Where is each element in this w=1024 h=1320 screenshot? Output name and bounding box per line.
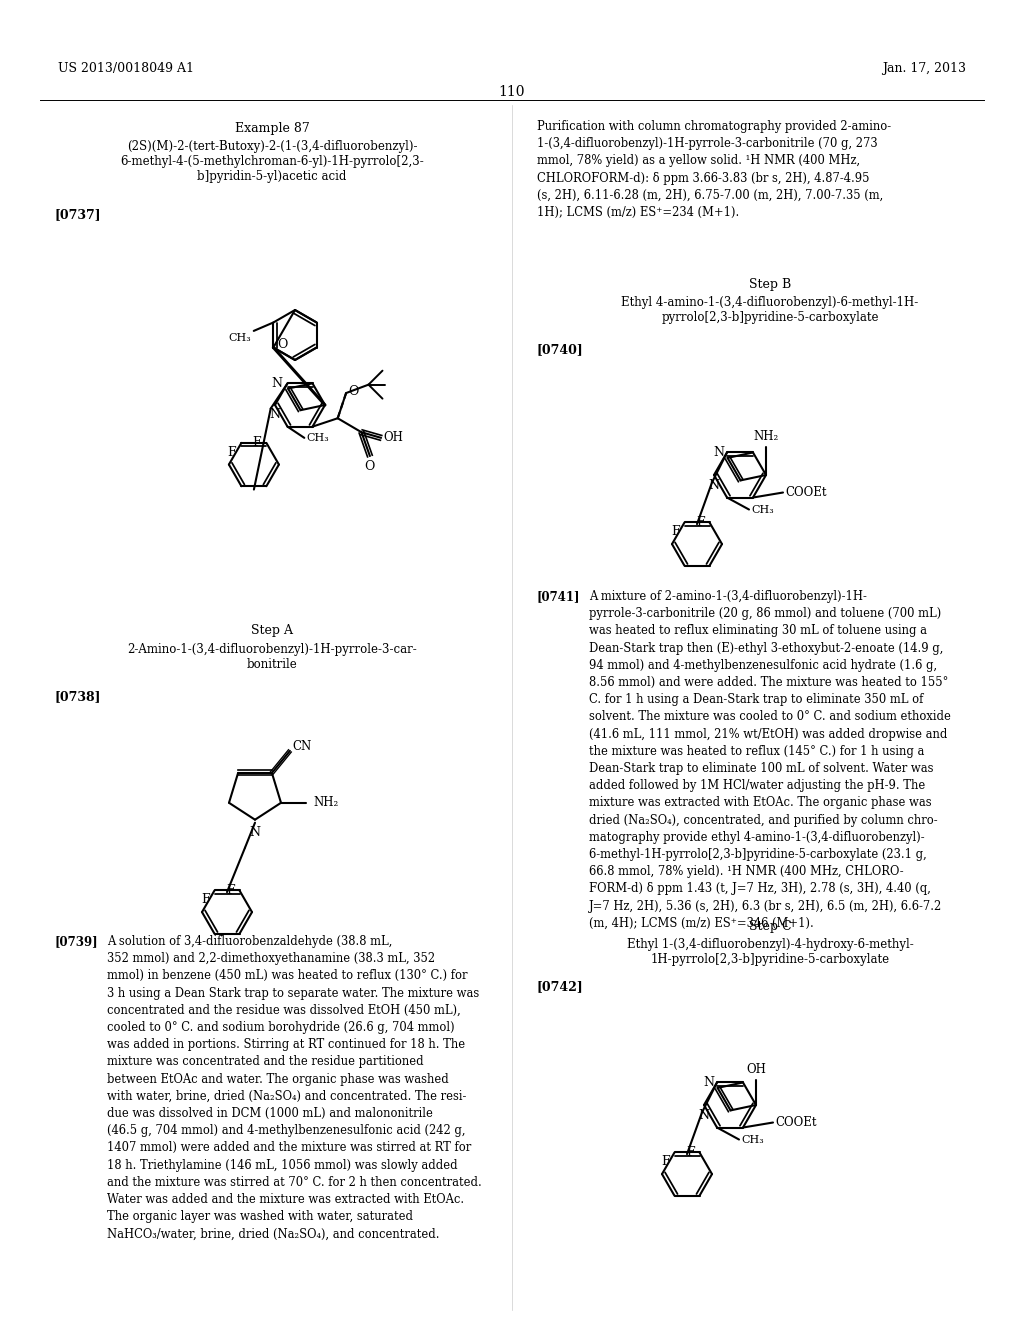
Text: 110: 110 (499, 84, 525, 99)
Text: F: F (226, 884, 234, 898)
Text: N: N (703, 1076, 714, 1089)
Text: [0742]: [0742] (537, 979, 584, 993)
Text: F: F (671, 525, 680, 539)
Text: A solution of 3,4-difluorobenzaldehyde (38.8 mL,
352 mmol) and 2,2-dimethoxyetha: A solution of 3,4-difluorobenzaldehyde (… (106, 935, 481, 1241)
Text: F: F (696, 516, 705, 529)
Text: O: O (348, 384, 358, 397)
Text: F: F (227, 446, 237, 459)
Text: N: N (269, 408, 281, 421)
Text: N: N (271, 376, 283, 389)
Text: CH₃: CH₃ (228, 333, 251, 343)
Text: COOEt: COOEt (775, 1115, 816, 1129)
Text: N: N (709, 479, 720, 492)
Text: COOEt: COOEt (785, 486, 826, 499)
Text: N: N (250, 826, 260, 838)
Text: Ethyl 1-(3,4-difluorobenzyl)-4-hydroxy-6-methyl-
1H-pyrrolo[2,3-b]pyridine-5-car: Ethyl 1-(3,4-difluorobenzyl)-4-hydroxy-6… (627, 939, 913, 966)
Text: [0740]: [0740] (537, 343, 584, 356)
Text: (2S)(M)-2-(tert-Butoxy)-2-(1-(3,4-difluorobenzyl)-
6-methyl-4-(5-methylchroman-6: (2S)(M)-2-(tert-Butoxy)-2-(1-(3,4-difluo… (120, 140, 424, 183)
Text: CH₃: CH₃ (751, 504, 774, 515)
Text: O: O (365, 461, 375, 473)
Text: F: F (686, 1146, 694, 1159)
Text: Step C: Step C (749, 920, 792, 933)
Text: A mixture of 2-amino-1-(3,4-difluorobenzyl)-1H-
pyrrole-3-carbonitrile (20 g, 86: A mixture of 2-amino-1-(3,4-difluorobenz… (589, 590, 951, 929)
Text: Example 87: Example 87 (234, 121, 309, 135)
Text: [0741]: [0741] (537, 590, 581, 603)
Text: Purification with column chromatography provided 2-amino-
1-(3,4-difluorobenzyl): Purification with column chromatography … (537, 120, 891, 219)
Text: Step A: Step A (251, 624, 293, 638)
Text: CH₃: CH₃ (741, 1134, 764, 1144)
Text: OH: OH (383, 432, 403, 445)
Text: F: F (201, 894, 210, 907)
Text: NH₂: NH₂ (754, 430, 778, 444)
Text: Step B: Step B (749, 279, 792, 290)
Text: NH₂: NH₂ (313, 796, 338, 809)
Text: N: N (713, 446, 724, 459)
Text: CN: CN (292, 741, 311, 754)
Text: N: N (698, 1109, 710, 1122)
Text: US 2013/0018049 A1: US 2013/0018049 A1 (58, 62, 194, 75)
Text: F: F (253, 437, 261, 449)
Text: CH₃: CH₃ (306, 433, 329, 442)
Text: 2-Amino-1-(3,4-difluorobenzyl)-1H-pyrrole-3-car-
bonitrile: 2-Amino-1-(3,4-difluorobenzyl)-1H-pyrrol… (127, 643, 417, 671)
Text: F: F (660, 1155, 670, 1168)
Text: OH: OH (746, 1063, 766, 1076)
Text: [0737]: [0737] (55, 209, 101, 220)
Text: O: O (278, 338, 288, 351)
Text: [0739]: [0739] (55, 935, 98, 948)
Text: [0738]: [0738] (55, 690, 101, 704)
Text: Ethyl 4-amino-1-(3,4-difluorobenzyl)-6-methyl-1H-
pyrrolo[2,3-b]pyridine-5-carbo: Ethyl 4-amino-1-(3,4-difluorobenzyl)-6-m… (622, 296, 919, 323)
Text: Jan. 17, 2013: Jan. 17, 2013 (882, 62, 966, 75)
